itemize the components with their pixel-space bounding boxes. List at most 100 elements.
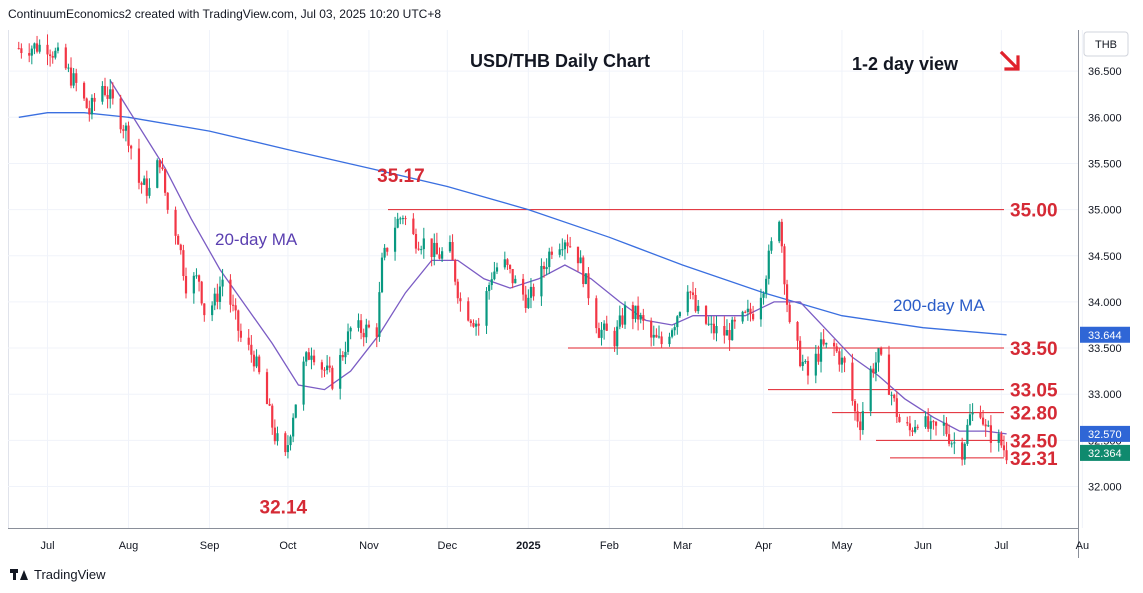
candle-body: [678, 312, 682, 317]
candle-body: [441, 251, 444, 259]
candle-body: [529, 286, 533, 298]
candle-body: [163, 169, 167, 193]
candle-body: [914, 426, 917, 432]
chart-subtitle: 1-2 day view: [852, 54, 959, 74]
candle-body: [595, 298, 598, 329]
candle-body: [989, 425, 993, 443]
candle-body: [383, 247, 386, 258]
ma200-line: [18, 112, 1007, 336]
candle-body: [258, 356, 261, 373]
candle-body: [953, 442, 956, 444]
candle-body: [393, 227, 397, 252]
candle-body: [945, 422, 948, 435]
candle-body: [587, 273, 590, 299]
candle-body: [33, 43, 36, 49]
candle-body: [312, 355, 316, 363]
candle-body: [971, 412, 974, 415]
candle-body: [323, 369, 326, 371]
price-badge: 33.644: [1088, 330, 1122, 342]
candle-body: [166, 192, 169, 210]
candle-body: [143, 178, 146, 185]
candle-body: [898, 416, 901, 423]
candle-body: [697, 305, 700, 312]
x-tick-label: Apr: [755, 540, 772, 552]
extreme-label: 35.17: [377, 166, 425, 187]
candle-body: [963, 443, 966, 460]
candle-body: [704, 305, 708, 324]
candle-body: [430, 238, 433, 257]
candle-body: [623, 305, 627, 325]
x-tick-label: Jul: [40, 540, 54, 552]
candle-body: [200, 281, 203, 304]
candle-body: [307, 352, 310, 360]
candle-body: [621, 315, 624, 325]
level-label: 33.50: [1010, 339, 1058, 360]
candle-body: [1000, 433, 1003, 446]
candle-body: [676, 316, 679, 328]
candle-body: [835, 346, 838, 352]
candle-body: [182, 250, 185, 276]
candle-body: [396, 218, 399, 228]
candle-body: [137, 148, 141, 183]
candle-body: [838, 351, 841, 365]
tradingview-footer[interactable]: TradingView: [10, 567, 106, 582]
level-label: 32.80: [1010, 404, 1058, 425]
y-tick-label: 34.000: [1088, 297, 1122, 309]
candle-body: [454, 260, 457, 282]
candle-body: [82, 82, 86, 99]
candle-body: [250, 344, 253, 355]
candle-body: [929, 421, 932, 429]
candle-body: [192, 275, 195, 294]
candle-body: [532, 286, 535, 297]
candle-body: [853, 401, 857, 412]
candle-body: [780, 221, 783, 247]
candle-body: [877, 348, 880, 363]
candle-body: [35, 43, 39, 52]
candle-body: [712, 323, 715, 334]
candle-body: [924, 416, 927, 427]
candle-body: [563, 242, 567, 250]
candle-body: [184, 275, 188, 294]
candle-body: [1005, 450, 1008, 461]
candle-body: [689, 291, 692, 293]
candle-body: [140, 182, 143, 185]
candle-body: [90, 97, 94, 115]
candle-body: [637, 305, 640, 320]
candle-body: [412, 218, 415, 235]
candle-body: [349, 327, 352, 332]
chart-credit: ContinuumEconomics2 created with Trading…: [8, 7, 442, 21]
candle-body: [723, 326, 726, 336]
candle-body: [435, 242, 438, 255]
candle-body: [511, 268, 514, 284]
candle-body: [715, 326, 718, 334]
candle-body: [968, 414, 972, 425]
candle-body: [158, 160, 161, 168]
candle-body: [880, 348, 883, 355]
candle-body: [950, 443, 953, 445]
candle-body: [728, 330, 731, 341]
candle-body: [456, 281, 459, 299]
candle-body: [927, 416, 930, 429]
candle-body: [655, 334, 658, 338]
candle-body: [694, 294, 697, 312]
y-tick-label: 36.500: [1088, 66, 1122, 78]
y-tick-label: 36.000: [1088, 112, 1122, 124]
candle-body: [650, 320, 653, 338]
candle-body: [401, 218, 405, 220]
candle-body: [344, 351, 347, 358]
candle-body: [582, 257, 585, 284]
candle-body: [365, 324, 368, 338]
candle-body: [686, 291, 689, 313]
candle-body: [600, 329, 603, 338]
candle-body: [744, 311, 747, 313]
candle-body: [56, 47, 60, 51]
candle-body: [751, 314, 755, 320]
candle-body: [859, 421, 862, 431]
candle-body: [20, 48, 23, 54]
candle-body: [673, 327, 676, 331]
candle-body: [524, 294, 527, 309]
candle-body: [710, 323, 713, 325]
ma200-label: 200-day MA: [893, 296, 985, 315]
candle-body: [420, 249, 423, 251]
